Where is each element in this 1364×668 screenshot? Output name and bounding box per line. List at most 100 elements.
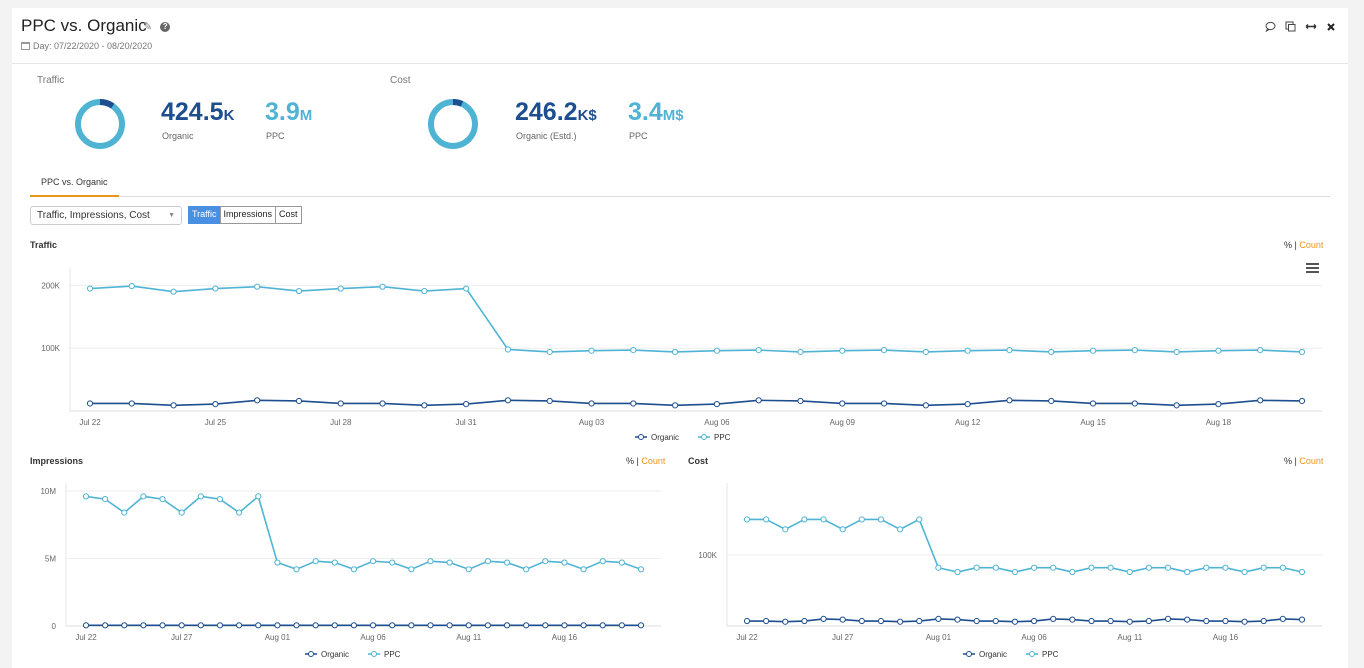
data-point-organic[interactable]: [916, 617, 923, 625]
legend-item-ppc[interactable]: PPC: [368, 650, 401, 659]
data-point-ppc[interactable]: [992, 564, 999, 571]
data-point-ppc[interactable]: [964, 347, 971, 354]
data-point-organic[interactable]: [337, 400, 344, 407]
data-point-ppc[interactable]: [159, 496, 166, 503]
data-point-ppc[interactable]: [782, 526, 789, 533]
data-point-organic[interactable]: [588, 400, 595, 407]
data-point-ppc[interactable]: [877, 516, 885, 523]
data-point-organic[interactable]: [1131, 400, 1138, 407]
data-point-ppc[interactable]: [561, 559, 568, 566]
data-point-organic[interactable]: [839, 400, 846, 407]
data-point-ppc[interactable]: [954, 568, 961, 576]
data-point-ppc[interactable]: [1089, 347, 1097, 354]
data-point-organic[interactable]: [465, 622, 472, 629]
data-point-organic[interactable]: [331, 622, 338, 629]
data-point-ppc[interactable]: [503, 559, 511, 566]
data-point-organic[interactable]: [350, 622, 358, 629]
data-point-ppc[interactable]: [1173, 348, 1180, 356]
data-point-organic[interactable]: [159, 622, 166, 629]
data-point-organic[interactable]: [801, 617, 808, 625]
data-point-ppc[interactable]: [672, 348, 679, 356]
data-point-organic[interactable]: [1279, 615, 1286, 622]
data-point-organic[interactable]: [858, 617, 865, 625]
data-point-ppc[interactable]: [140, 493, 147, 500]
data-point-organic[interactable]: [503, 622, 511, 629]
data-point-organic[interactable]: [755, 397, 762, 404]
data-point-ppc[interactable]: [1298, 348, 1306, 356]
data-point-organic[interactable]: [295, 397, 303, 405]
pencil-icon[interactable]: ✎: [143, 21, 153, 33]
data-point-ppc[interactable]: [580, 566, 587, 573]
data-point-ppc[interactable]: [212, 285, 219, 292]
data-point-ppc[interactable]: [1260, 564, 1267, 571]
percent-toggle[interactable]: %: [1284, 240, 1293, 250]
data-point-organic[interactable]: [1145, 617, 1152, 625]
data-point-ppc[interactable]: [1006, 346, 1013, 354]
data-point-organic[interactable]: [1173, 402, 1180, 409]
data-point-organic[interactable]: [763, 617, 770, 625]
data-point-ppc[interactable]: [82, 493, 90, 500]
legend-item-organic[interactable]: Organic: [305, 650, 349, 659]
data-point-organic[interactable]: [1215, 400, 1222, 408]
data-point-ppc[interactable]: [797, 348, 804, 356]
data-point-ppc[interactable]: [1145, 564, 1152, 571]
data-point-ppc[interactable]: [820, 516, 827, 523]
data-point-organic[interactable]: [1164, 615, 1172, 622]
data-point-ppc[interactable]: [1088, 564, 1095, 571]
data-point-ppc[interactable]: [427, 558, 434, 565]
close-icon[interactable]: [1326, 22, 1336, 32]
data-point-organic[interactable]: [992, 617, 999, 625]
data-point-ppc[interactable]: [922, 348, 929, 356]
data-point-ppc[interactable]: [274, 559, 281, 566]
data-point-ppc[interactable]: [1184, 568, 1191, 576]
data-point-organic[interactable]: [964, 400, 971, 408]
data-point-organic[interactable]: [546, 397, 553, 405]
data-point-ppc[interactable]: [743, 516, 751, 523]
data-point-ppc[interactable]: [350, 566, 358, 573]
data-point-ppc[interactable]: [170, 288, 177, 295]
data-point-ppc[interactable]: [618, 559, 625, 566]
data-point-organic[interactable]: [1089, 400, 1097, 407]
data-point-organic[interactable]: [1257, 397, 1264, 404]
data-point-ppc[interactable]: [801, 516, 808, 523]
data-point-ppc[interactable]: [637, 566, 645, 573]
data-point-organic[interactable]: [523, 622, 530, 629]
data-point-ppc[interactable]: [1048, 348, 1055, 356]
data-point-ppc[interactable]: [880, 346, 888, 354]
data-point-organic[interactable]: [140, 622, 147, 629]
data-point-ppc[interactable]: [1203, 564, 1210, 571]
data-point-ppc[interactable]: [254, 283, 261, 290]
data-point-ppc[interactable]: [523, 566, 530, 573]
data-point-organic[interactable]: [580, 622, 587, 629]
data-point-ppc[interactable]: [916, 516, 923, 523]
data-point-organic[interactable]: [254, 397, 261, 404]
data-point-ppc[interactable]: [379, 283, 386, 290]
data-point-ppc[interactable]: [858, 516, 865, 523]
data-point-ppc[interactable]: [1011, 568, 1019, 576]
data-point-ppc[interactable]: [331, 559, 338, 566]
data-point-organic[interactable]: [1222, 617, 1229, 625]
data-point-organic[interactable]: [408, 622, 415, 629]
data-point-ppc[interactable]: [1131, 346, 1138, 354]
data-point-organic[interactable]: [973, 617, 980, 625]
data-point-ppc[interactable]: [484, 558, 491, 565]
data-point-ppc[interactable]: [369, 558, 377, 565]
data-point-ppc[interactable]: [546, 348, 553, 356]
data-point-ppc[interactable]: [1257, 346, 1264, 354]
data-point-ppc[interactable]: [542, 558, 549, 565]
data-point-organic[interactable]: [1006, 397, 1013, 404]
data-point-organic[interactable]: [672, 402, 679, 409]
data-point-ppc[interactable]: [599, 558, 606, 565]
count-toggle[interactable]: Count: [641, 456, 666, 466]
data-point-ppc[interactable]: [128, 282, 135, 290]
data-point-organic[interactable]: [630, 400, 637, 407]
data-point-organic[interactable]: [293, 622, 300, 629]
data-point-organic[interactable]: [599, 622, 606, 629]
data-point-organic[interactable]: [782, 618, 789, 625]
data-point-organic[interactable]: [170, 402, 177, 409]
data-point-organic[interactable]: [274, 622, 281, 629]
metrics-select[interactable]: Traffic, Impressions, Cost ▼: [30, 206, 182, 225]
data-point-organic[interactable]: [369, 622, 377, 629]
data-point-ppc[interactable]: [293, 566, 300, 573]
data-point-organic[interactable]: [212, 400, 219, 408]
